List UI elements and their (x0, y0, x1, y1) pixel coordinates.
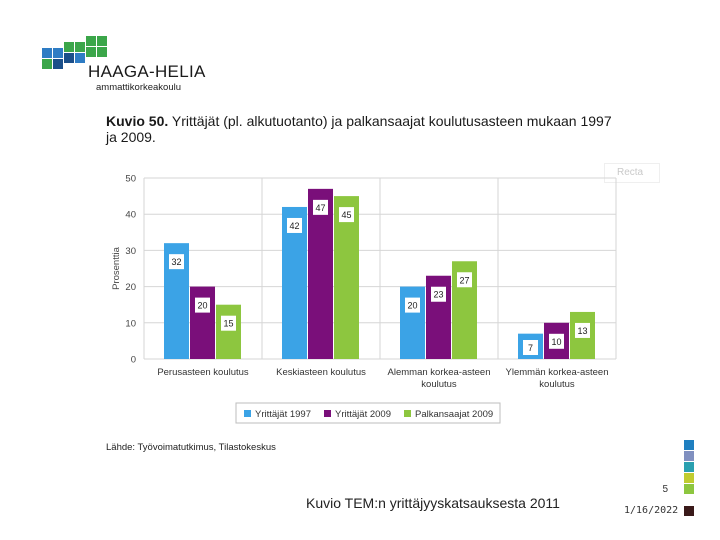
data-label: 10 (551, 337, 561, 347)
y-tick-label: 10 (125, 318, 136, 329)
logo-square (97, 36, 107, 46)
data-label: 15 (223, 319, 233, 329)
bar (334, 196, 359, 359)
logo-square (64, 53, 74, 63)
y-tick-label: 30 (125, 246, 136, 257)
legend-swatch (244, 410, 251, 417)
strip-block (684, 506, 694, 516)
logo-square (42, 48, 52, 58)
haaga-helia-logo: HAAGA-HELIA ammattikorkeakoulu (38, 32, 208, 93)
data-label: 32 (171, 257, 181, 267)
y-tick-label: 20 (125, 282, 136, 293)
bar (308, 188, 333, 359)
strip-block (684, 484, 694, 494)
data-label: 23 (433, 290, 443, 300)
legend-swatch (404, 410, 411, 417)
slide-caption: Kuvio TEM:n yrittäjyyskatsauksesta 2011 (306, 495, 560, 511)
x-tick-label: Keskiasteen koulutus (276, 367, 366, 378)
legend-label: Yrittäjät 2009 (335, 409, 391, 420)
data-label: 27 (459, 275, 469, 285)
strip-block (684, 495, 694, 505)
logo-square (75, 42, 85, 52)
strip-block (684, 473, 694, 483)
y-axis-title: Prosenttia (111, 246, 122, 289)
strip-block (684, 440, 694, 450)
logo-square (86, 36, 96, 46)
data-label-box (339, 207, 354, 223)
slide-date: 1/16/2022 (624, 505, 679, 516)
x-tick-label: Ylemmän korkea-asteen (506, 367, 609, 378)
data-label-box (405, 297, 420, 313)
y-tick-label: 50 (125, 174, 136, 185)
logo-square (53, 59, 63, 69)
data-label-box (195, 297, 210, 313)
data-label: 7 (528, 343, 533, 353)
figure-title: Kuvio 50. Yrittäjät (pl. alkutuotanto) j… (106, 113, 626, 145)
data-label-box (169, 254, 184, 270)
legend-swatch (324, 410, 331, 417)
data-label: 45 (341, 210, 351, 220)
data-label-box (549, 333, 564, 349)
data-label-box (431, 286, 446, 302)
legend-label: Palkansaajat 2009 (415, 409, 493, 420)
bar (216, 304, 241, 359)
y-tick-label: 0 (131, 355, 136, 366)
data-label-box (457, 272, 472, 288)
bar (190, 286, 215, 359)
x-tick-label: koulutus (539, 379, 575, 390)
x-tick-label: Perusasteen koulutus (157, 367, 249, 378)
data-label-box (221, 315, 236, 331)
logo-square (86, 47, 96, 57)
slide-number: 5 (662, 484, 668, 495)
data-label-box (523, 340, 538, 355)
figure-title-text: Yrittäjät (pl. alkutuotanto) ja palkansa… (106, 113, 612, 145)
data-label: 47 (315, 203, 325, 213)
data-label: 42 (289, 221, 299, 231)
strip-block (684, 451, 694, 461)
x-tick-label: koulutus (421, 379, 457, 390)
brand-subtitle: ammattikorkeakoulu (96, 82, 182, 93)
logo-square (97, 47, 107, 57)
data-label-box (575, 322, 590, 338)
logo-square (42, 59, 52, 69)
x-tick-label: Alemman korkea-asteen (388, 367, 491, 378)
figure-number: Kuvio 50. (106, 113, 169, 129)
logo-square (53, 48, 63, 58)
data-label: 20 (407, 301, 417, 311)
data-label-box (313, 199, 328, 215)
source-note: Lähde: Työvoimatutkimus, Tilastokeskus (106, 442, 276, 453)
placeholder-ghost: Recta (604, 163, 660, 183)
legend-label: Yrittäjät 1997 (255, 409, 311, 420)
strip-block (684, 462, 694, 472)
legend-box (235, 402, 501, 424)
data-label: 13 (577, 326, 587, 336)
y-tick-label: 40 (125, 210, 136, 221)
data-label: 20 (197, 301, 207, 311)
brand-name: HAAGA-HELIA (88, 62, 206, 81)
logo-square (75, 53, 85, 63)
logo-square (64, 42, 74, 52)
bar (400, 286, 425, 359)
data-label-box (287, 217, 302, 233)
